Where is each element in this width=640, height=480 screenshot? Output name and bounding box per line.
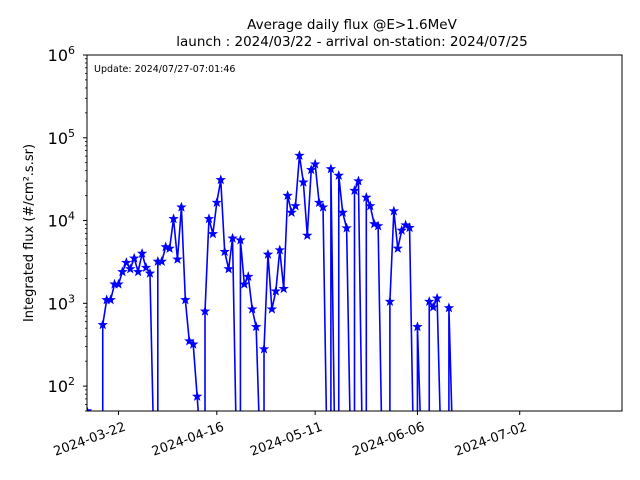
data-point-marker — [219, 246, 230, 257]
data-point-marker — [191, 390, 203, 401]
x-tick-label: 2024-06-06 — [351, 420, 427, 460]
data-point-marker — [223, 263, 234, 274]
data-point-marker — [302, 230, 313, 240]
data-point-marker — [313, 197, 325, 207]
data-point-marker — [203, 213, 215, 224]
data-point-marker — [207, 228, 219, 239]
data-point-marker — [215, 174, 226, 185]
data-point-marker — [235, 234, 246, 245]
data-point-marker — [278, 283, 289, 294]
data-point-marker — [306, 164, 317, 175]
data-point-marker — [136, 248, 148, 258]
data-point-marker — [250, 321, 262, 332]
data-point-marker — [424, 296, 435, 306]
y-tick-label: 106 — [48, 44, 75, 65]
data-point-marker — [97, 319, 108, 330]
data-point-marker — [117, 266, 128, 277]
data-point-marker — [247, 303, 258, 314]
data-point-marker — [298, 176, 309, 187]
data-point-marker — [427, 301, 439, 312]
data-point-marker — [396, 224, 407, 235]
data-point-marker — [388, 205, 400, 216]
data-point-marker — [176, 201, 187, 212]
data-point-marker — [199, 305, 211, 316]
data-point-marker — [353, 175, 364, 186]
chart-subtitle: launch : 2024/03/22 - arrival on-station… — [176, 34, 528, 50]
y-tick-label: 104 — [48, 210, 75, 231]
data-point-marker — [262, 248, 274, 259]
data-point-marker — [274, 244, 285, 255]
data-point-marker — [266, 303, 278, 314]
data-point-marker — [258, 343, 270, 354]
data-point-marker — [188, 338, 199, 349]
data-point-marker — [337, 207, 348, 217]
series-line — [87, 154, 453, 411]
data-point-marker — [341, 222, 352, 233]
data-point-marker — [168, 213, 179, 224]
x-axis-ticks: 2024-03-22 2024-04-16 2024-05-11 2024-06-06… — [52, 411, 529, 460]
data-point-marker — [392, 242, 403, 253]
update-annotation: Update: 2024/07/27-07:01:46 — [94, 64, 235, 75]
data-point-marker — [243, 271, 254, 282]
x-tick-label: 2024-05-11 — [248, 420, 324, 460]
data-point-marker — [317, 201, 329, 212]
data-point-marker — [290, 200, 301, 211]
data-point-marker — [325, 163, 337, 174]
data-point-marker — [282, 190, 293, 201]
data-point-marker — [365, 200, 376, 211]
data-point-marker — [349, 185, 360, 196]
y-tick-label: 102 — [48, 375, 75, 396]
data-point-marker — [128, 252, 140, 263]
data-point-marker — [164, 242, 175, 253]
x-tick-label: 2024-07-02 — [453, 420, 529, 460]
data-point-marker — [404, 222, 415, 233]
y-tick-label: 105 — [48, 127, 75, 148]
data-point-marker — [180, 294, 191, 305]
data-point-marker — [294, 150, 305, 160]
data-point-marker — [400, 219, 411, 230]
data-point-marker — [431, 292, 443, 303]
data-point-marker — [286, 207, 297, 217]
data-point-marker — [156, 256, 167, 266]
plot-area — [87, 150, 455, 411]
x-tick-label: 2024-04-16 — [150, 420, 226, 460]
data-point-marker — [333, 170, 344, 180]
data-point-marker — [113, 278, 124, 289]
data-point-marker — [140, 262, 152, 273]
data-point-marker — [144, 267, 156, 278]
chart-title: Average daily flux @E>1.6MeV — [247, 17, 457, 33]
data-point-marker — [227, 232, 238, 243]
y-axis-ticks: 102 103 104 105 106 — [48, 44, 87, 412]
x-tick-label: 2024-03-22 — [52, 420, 128, 460]
data-point-marker — [239, 278, 250, 289]
data-point-marker — [270, 285, 282, 296]
data-point-marker — [384, 296, 396, 306]
data-point-marker — [412, 321, 423, 332]
data-point-marker — [172, 253, 183, 264]
data-point-marker — [132, 266, 144, 277]
data-point-marker — [121, 257, 132, 268]
y-tick-label: 103 — [48, 292, 75, 313]
data-point-marker — [211, 197, 223, 207]
data-point-marker — [309, 158, 321, 169]
data-point-marker — [105, 294, 116, 305]
data-point-marker — [87, 405, 93, 411]
data-point-marker — [443, 302, 455, 313]
data-point-marker — [372, 220, 384, 231]
data-point-marker — [361, 191, 372, 202]
data-point-marker — [125, 263, 136, 274]
y-axis-label: Integrated flux (#/cm².s.sr) — [22, 144, 37, 322]
